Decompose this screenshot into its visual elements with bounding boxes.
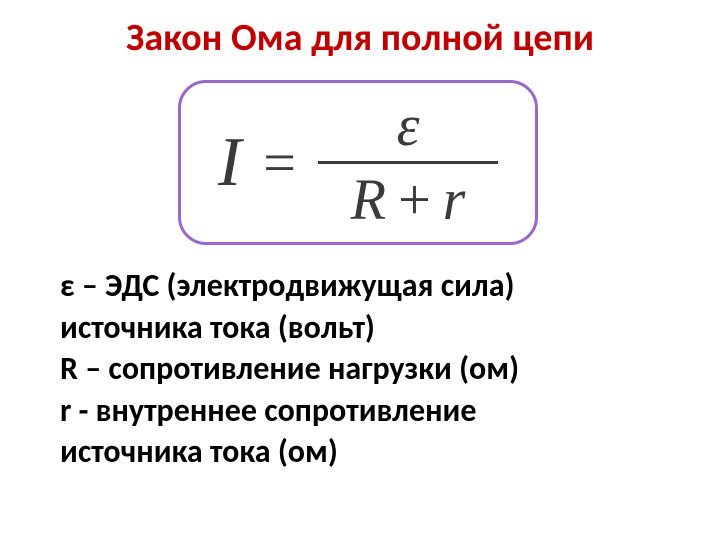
definition-line: источника тока (вольт)	[60, 307, 680, 349]
formula: I = ε R + r	[218, 92, 498, 233]
definition-line: r - внутреннее сопротивление	[60, 390, 680, 432]
definition-line: R – сопротивление нагрузки (ом)	[60, 348, 680, 390]
page-title: Закон Ома для полной цепи	[0, 15, 720, 61]
definition-line: ε – ЭДС (электродвижущая сила)	[60, 265, 680, 307]
formula-lhs: I	[218, 123, 241, 203]
formula-denominator: R + r	[351, 164, 466, 233]
formula-r: r	[443, 166, 466, 233]
definition-line: источника тока (ом)	[60, 431, 680, 473]
formula-fraction: ε R + r	[318, 92, 498, 233]
formula-box: I = ε R + r	[178, 80, 538, 245]
formula-plus: +	[398, 166, 431, 233]
formula-equals: =	[263, 129, 296, 196]
definitions-block: ε – ЭДС (электродвижущая сила) источника…	[60, 265, 680, 473]
formula-R: R	[351, 166, 386, 233]
formula-numerator: ε	[397, 92, 420, 161]
